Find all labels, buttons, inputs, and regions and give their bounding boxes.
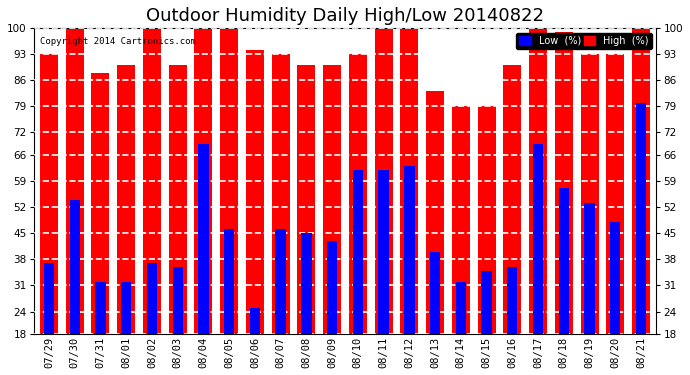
Bar xyxy=(220,28,238,375)
Legend: Low  (%), High  (%): Low (%), High (%) xyxy=(516,33,651,49)
Bar xyxy=(400,28,418,375)
Bar xyxy=(250,308,260,375)
Bar xyxy=(117,65,135,375)
Bar xyxy=(426,92,444,375)
Bar xyxy=(353,170,363,375)
Bar xyxy=(172,267,183,375)
Bar xyxy=(477,106,495,375)
Bar xyxy=(66,28,83,375)
Bar xyxy=(198,144,208,375)
Bar xyxy=(607,54,624,375)
Bar xyxy=(584,203,595,375)
Bar xyxy=(246,50,264,375)
Bar xyxy=(272,54,290,375)
Bar xyxy=(43,263,54,375)
Bar xyxy=(404,166,415,375)
Bar xyxy=(327,241,337,375)
Bar xyxy=(379,170,388,375)
Bar xyxy=(452,106,470,375)
Bar xyxy=(143,28,161,375)
Bar xyxy=(224,230,235,375)
Bar xyxy=(40,54,58,375)
Bar xyxy=(92,73,110,375)
Bar xyxy=(323,65,341,375)
Bar xyxy=(302,233,311,375)
Bar xyxy=(610,222,620,375)
Bar xyxy=(349,54,367,375)
Bar xyxy=(297,65,315,375)
Bar xyxy=(95,282,106,375)
Bar xyxy=(455,282,466,375)
Bar xyxy=(529,28,547,375)
Bar xyxy=(168,65,187,375)
Bar xyxy=(580,54,598,375)
Bar xyxy=(275,230,286,375)
Bar xyxy=(482,270,492,375)
Title: Outdoor Humidity Daily High/Low 20140822: Outdoor Humidity Daily High/Low 20140822 xyxy=(146,7,544,25)
Bar xyxy=(195,28,213,375)
Bar xyxy=(533,144,543,375)
Bar xyxy=(632,28,650,375)
Bar xyxy=(507,267,518,375)
Bar xyxy=(503,65,522,375)
Bar xyxy=(559,188,569,375)
Text: Copyright 2014 Cartronics.com: Copyright 2014 Cartronics.com xyxy=(40,37,196,46)
Bar xyxy=(375,28,393,375)
Bar xyxy=(430,252,440,375)
Bar xyxy=(555,32,573,375)
Bar xyxy=(636,102,647,375)
Bar xyxy=(70,200,80,375)
Bar xyxy=(147,263,157,375)
Bar xyxy=(121,282,131,375)
